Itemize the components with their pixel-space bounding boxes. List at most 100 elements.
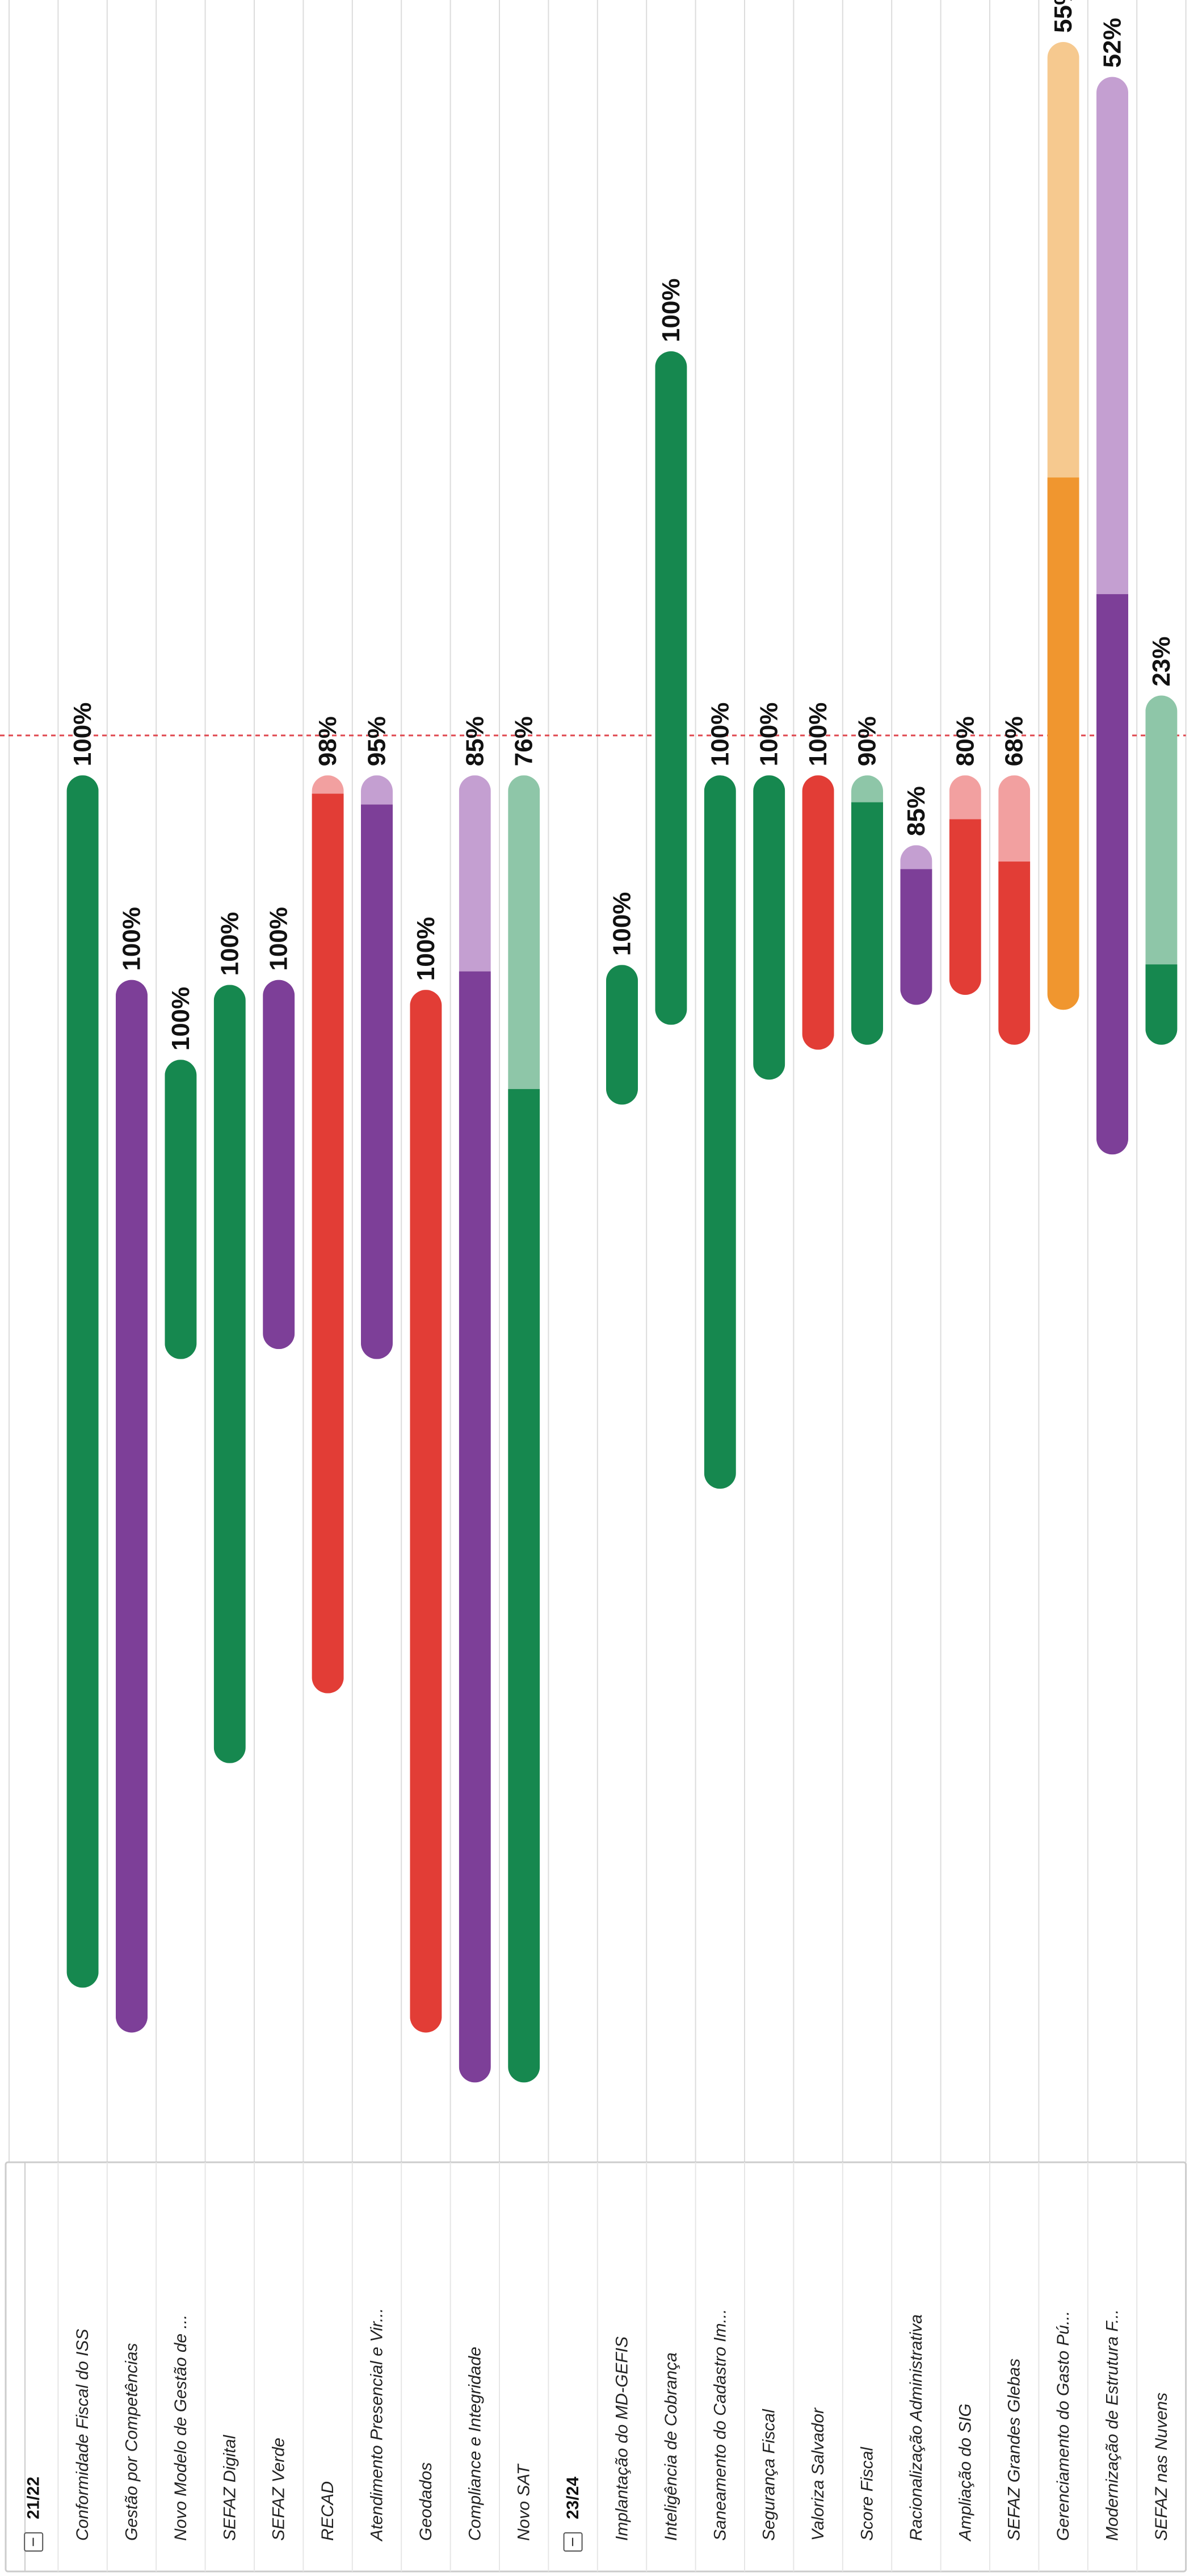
task-label[interactable]: SEFAZ Digital [220,2435,239,2541]
task-progress-label: 68% [1001,716,1028,766]
task-progress-label: 85% [902,786,930,836]
task-bar[interactable] [361,775,393,1359]
group-label[interactable]: 23/24 [564,2477,582,2519]
task-bar[interactable] [508,775,540,2083]
task-bar-progress [459,971,491,2083]
task-bar[interactable] [851,775,883,1045]
task-progress-label: 100% [755,703,783,767]
task-bar-progress [263,980,295,1350]
task-progress-label: 100% [608,892,636,956]
task-progress-label: 100% [118,907,146,971]
task-label[interactable]: RECAD [318,2481,337,2541]
task-bar-progress [606,965,638,1105]
task-bar-progress [165,1060,197,1359]
label-panel-frame [5,2161,1187,2573]
task-bar[interactable] [116,980,148,2033]
task-progress-label: 23% [1148,636,1175,686]
task-progress-label: 55% [1049,0,1077,33]
task-bar[interactable] [66,775,99,1988]
task-bar[interactable] [606,965,638,1105]
task-label[interactable]: SEFAZ nas Nuvens [1152,2393,1171,2541]
task-label[interactable]: Score Fiscal [858,2447,877,2541]
task-label[interactable]: Racionalização Administrativa [907,2314,926,2541]
task-label[interactable]: Gestão por Competências [123,2343,141,2541]
task-bar[interactable] [410,990,442,2033]
task-progress-label: 100% [706,703,734,767]
task-bar[interactable] [165,1060,197,1359]
task-label[interactable]: Conformidade Fiscal do ISS [73,2329,92,2541]
task-bar[interactable] [1145,695,1178,1045]
task-progress-label: 100% [69,703,96,767]
task-label[interactable]: SEFAZ Grandes Glebas [1005,2359,1024,2541]
task-bar-progress [704,775,736,1489]
group-label[interactable]: 21/22 [24,2477,43,2519]
task-label[interactable]: Implantação do MD-GEFIS [613,2337,632,2541]
task-label[interactable]: Novo SAT [515,2463,533,2541]
group-collapse-toggle-icon[interactable] [24,2532,44,2552]
task-progress-label: 85% [461,716,489,766]
task-progress-label: 98% [314,716,342,766]
task-progress-label: 100% [657,278,685,342]
group-toggle-glyph: − [24,2537,43,2547]
task-bar[interactable] [263,980,295,1350]
task-bar-progress [361,804,393,1359]
task-bar[interactable] [949,775,981,995]
task-bar[interactable] [1096,77,1128,1155]
task-bar-progress [998,862,1031,1045]
task-progress-label: 100% [167,987,195,1051]
group-collapse-toggle-icon[interactable] [563,2532,583,2552]
task-bar-progress [410,990,442,2033]
label-panel [5,2161,1187,2573]
task-bar-progress [851,802,883,1045]
task-bar-progress [116,980,148,2033]
task-label[interactable]: Compliance e Integridade [465,2347,484,2541]
task-bar[interactable] [900,845,932,1005]
labels-layer: − 21/22 Conformidade Fiscal do ISS 100% Gest… [24,0,1175,2552]
task-label[interactable]: Atendimento Presencial e Vir... [368,2308,386,2542]
task-bar[interactable] [704,775,736,1489]
task-bar-progress [900,869,932,1005]
group-toggle-glyph: − [564,2537,582,2547]
task-progress-label: 100% [216,912,243,976]
task-bar-progress [949,819,981,995]
task-label[interactable]: Geodados [417,2462,435,2541]
task-bar-progress [1047,477,1079,1010]
task-bar-progress [1145,964,1178,1045]
task-progress-label: 100% [412,917,440,981]
task-bar[interactable] [213,985,246,1763]
task-progress-label: 80% [951,716,979,766]
task-bar-progress [655,351,687,1025]
task-progress-label: 90% [854,716,881,766]
task-bar[interactable] [655,351,687,1025]
task-progress-label: 100% [265,907,293,971]
task-label[interactable]: Valoriza Salvador [809,2407,827,2541]
task-bar-progress [1096,594,1128,1155]
grid-layer [9,0,1187,2162]
task-bar[interactable] [753,775,785,1080]
task-bar[interactable] [802,775,834,1050]
task-bar[interactable] [1047,41,1079,1010]
task-label[interactable]: Novo Modelo de Gestão de ... [171,2314,190,2541]
task-label[interactable]: Modernização de Estrutura F... [1103,2309,1122,2541]
task-progress-label: 100% [804,703,832,767]
bars-layer [66,41,1178,2083]
task-bar-progress [508,1089,540,2083]
task-bar-progress [213,985,246,1763]
task-bar[interactable] [312,775,344,1693]
task-label[interactable]: Inteligência de Cobrança [662,2352,680,2541]
task-bar[interactable] [459,775,491,2083]
task-bar[interactable] [998,775,1031,1045]
task-bar-progress [753,775,785,1080]
task-progress-label: 52% [1099,18,1127,68]
task-bar-progress [802,775,834,1050]
task-label[interactable]: SEFAZ Verde [270,2438,288,2541]
task-progress-label: 76% [510,716,538,766]
task-label[interactable]: Ampliação do SIG [956,2403,974,2542]
task-label[interactable]: Segurança Fiscal [760,2409,779,2541]
task-label[interactable]: Gerenciamento do Gasto Pú... [1054,2311,1073,2541]
task-label[interactable]: Saneamento do Cadastro Im... [711,2309,729,2541]
task-bar-progress [66,775,99,1988]
task-bar-progress [312,793,344,1693]
